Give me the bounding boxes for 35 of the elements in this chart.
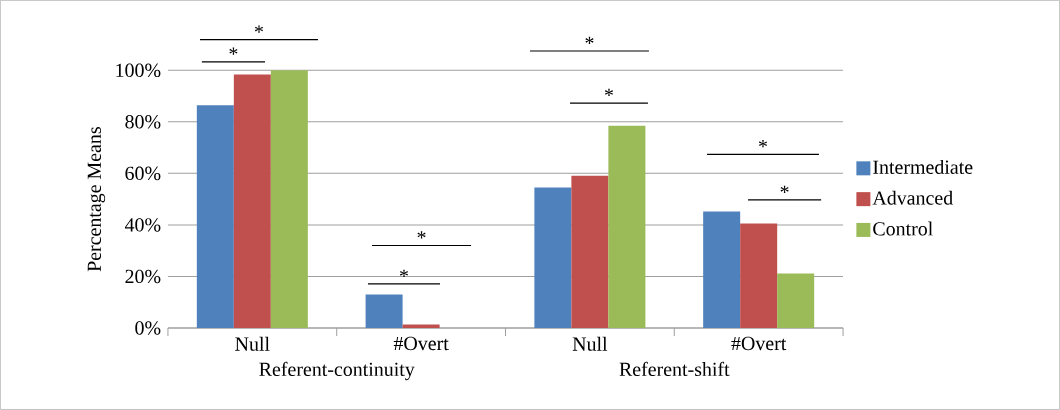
- y-tick-label: 20%: [125, 269, 161, 284]
- bar: [233, 74, 271, 329]
- y-tick-label: 100%: [116, 63, 161, 78]
- text: *: [254, 25, 264, 33]
- y-tick-label: 0%: [135, 321, 161, 335]
- annotation: *: [758, 140, 767, 148]
- annotation: *: [780, 185, 789, 194]
- bar: [777, 273, 815, 329]
- text: *: [585, 36, 594, 45]
- x-tick-label: Null: [235, 336, 270, 351]
- bar: [402, 324, 440, 329]
- legend-label: Intermediate: [873, 159, 973, 174]
- y-tick-label: 80%: [125, 115, 161, 129]
- annotation: *: [399, 269, 408, 278]
- y-tick-label: 40%: [124, 218, 161, 232]
- bar: [534, 187, 572, 329]
- bar: [608, 125, 646, 329]
- text: *: [229, 47, 238, 55]
- x-tick-label: #Overt: [731, 336, 787, 351]
- bar: [270, 70, 308, 329]
- bar: [196, 105, 234, 329]
- y-tick-label: 60%: [125, 166, 161, 181]
- text: Referent-shift: [619, 361, 730, 377]
- bar: [571, 175, 609, 329]
- bar: [365, 294, 403, 329]
- bar: [703, 211, 741, 329]
- annotation: *: [604, 88, 613, 97]
- bar: [740, 223, 778, 329]
- legend-label: Control: [873, 221, 933, 236]
- x-tick-label: Null: [572, 336, 608, 351]
- legend-label: Advanced: [872, 190, 953, 205]
- x-tick-label: #Overt: [393, 336, 449, 351]
- y-axis-title: Percentage Means: [87, 127, 106, 272]
- annotation: *: [417, 231, 426, 239]
- text: Referent-continuity: [259, 361, 415, 381]
